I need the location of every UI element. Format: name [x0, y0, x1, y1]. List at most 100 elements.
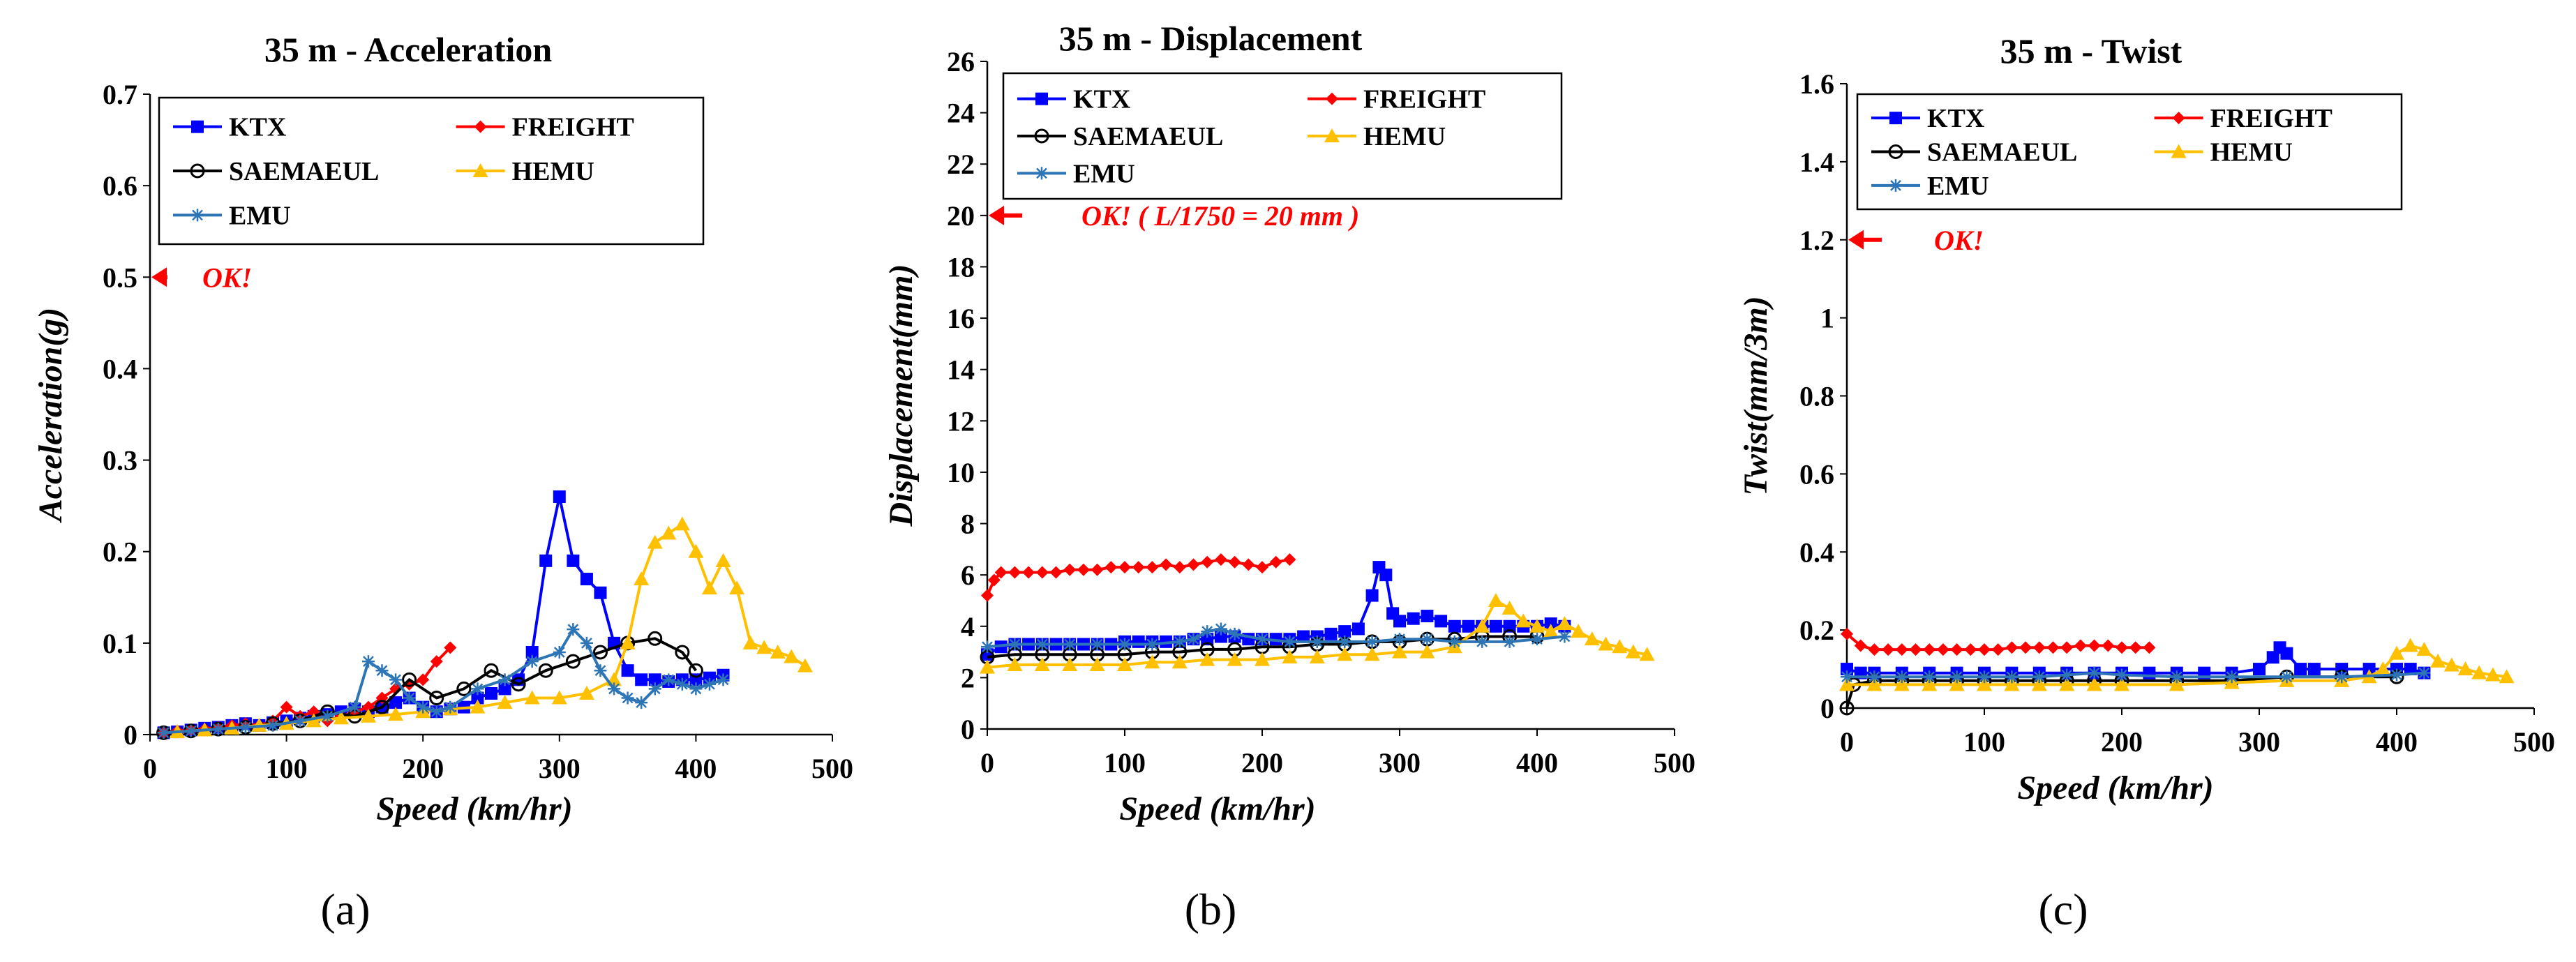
- y-tick-label: 0.6: [1799, 458, 1834, 490]
- x-tick-label: 200: [1241, 747, 1283, 779]
- data-point: [484, 663, 499, 678]
- data-point: [1435, 615, 1448, 628]
- legend-label: HEMU: [512, 157, 594, 186]
- data-point: [211, 723, 225, 736]
- x-tick-label: 100: [266, 753, 308, 784]
- limit-arrow: [1848, 230, 1882, 250]
- data-point: [1310, 635, 1324, 648]
- data-point: [1558, 630, 1571, 643]
- legend: KTX FREIGHT SAEMAEUL HEMU EMU: [158, 96, 705, 246]
- series-hemu: [1839, 638, 2515, 691]
- x-tick-label: 500: [2513, 726, 2555, 758]
- data-point: [471, 682, 484, 696]
- data-point: [567, 623, 580, 636]
- data-point: [987, 573, 1001, 587]
- data-point: [1008, 638, 1021, 651]
- data-point: [1117, 656, 1132, 671]
- limit-label: OK! ( L/1750 = 20 mm ): [1081, 200, 1359, 232]
- data-point: [1503, 619, 1516, 633]
- y-tick-label: 0.1: [103, 628, 137, 659]
- chart-title: 35 m - Twist: [2000, 31, 2182, 70]
- data-point: [348, 700, 361, 714]
- data-point: [635, 696, 648, 709]
- data-point: [2059, 677, 2075, 691]
- data-point: [2060, 668, 2074, 682]
- data-point: [1841, 670, 1853, 684]
- data-point: [2046, 641, 2060, 654]
- data-point: [1868, 643, 1881, 656]
- data-point: [471, 691, 484, 705]
- data-point: [430, 655, 443, 668]
- limit-label: OK!: [1934, 225, 1984, 256]
- x-tick-label: 400: [1516, 747, 1558, 779]
- data-point: [294, 714, 307, 728]
- data-point: [1035, 638, 1049, 651]
- x-tick-label: 100: [1963, 726, 2005, 758]
- data-point: [1309, 649, 1325, 663]
- x-axis-label: Speed (km/hr): [2017, 769, 2213, 806]
- legend-item-emu: EMU: [1871, 172, 1989, 201]
- y-tick-label: 1.4: [1799, 146, 1834, 178]
- data-point: [1063, 638, 1077, 651]
- data-point: [1841, 663, 1853, 676]
- data-point: [1214, 630, 1227, 643]
- x-tick-label: 0: [143, 753, 157, 784]
- data-point: [525, 655, 539, 668]
- data-point: [688, 663, 703, 678]
- data-point: [1338, 635, 1351, 648]
- data-point: [580, 636, 593, 649]
- data-point: [2416, 642, 2432, 656]
- data-point: [1854, 639, 1867, 652]
- data-point: [1991, 643, 2005, 656]
- data-point: [2129, 641, 2142, 654]
- data-point: [2471, 665, 2487, 679]
- data-point: [2253, 663, 2266, 676]
- data-point: [688, 543, 704, 558]
- series-freight: [1841, 627, 2156, 656]
- legend-label: KTX: [1927, 104, 1984, 133]
- data-point: [594, 664, 607, 677]
- legend-label: FREIGHT: [2210, 104, 2332, 133]
- legend-marker: [190, 163, 205, 179]
- data-point: [2005, 641, 2019, 654]
- legend-marker: [1034, 128, 1049, 144]
- legend-item-hemu: HEMU: [456, 157, 594, 186]
- legend-item-emu: EMU: [1017, 159, 1135, 188]
- data-point: [1922, 677, 1938, 691]
- data-point: [647, 631, 663, 646]
- legend-item-freight: FREIGHT: [1308, 85, 1485, 114]
- data-point: [1201, 555, 1214, 569]
- data-point: [1950, 643, 1963, 656]
- data-point: [1421, 610, 1434, 623]
- data-point: [729, 580, 745, 595]
- data-point: [770, 644, 786, 659]
- data-point: [2031, 677, 2047, 691]
- data-point: [1077, 563, 1090, 576]
- y-tick-label: 14: [947, 354, 975, 386]
- y-tick-label: 1.2: [1799, 225, 1834, 256]
- data-point: [511, 677, 526, 692]
- y-tick-label: 6: [961, 559, 975, 591]
- data-point: [2443, 657, 2459, 672]
- data-point: [553, 645, 566, 659]
- y-tick-label: 0.5: [103, 262, 137, 293]
- x-tick-label: 300: [539, 753, 581, 784]
- data-point: [1978, 670, 1991, 684]
- y-tick-label: 20: [947, 200, 975, 232]
- data-point: [2032, 641, 2046, 654]
- data-point: [994, 566, 1008, 579]
- data-point: [592, 645, 608, 660]
- data-point: [2499, 669, 2515, 684]
- data-point: [1008, 566, 1021, 579]
- data-point: [580, 573, 593, 586]
- x-tick-label: 400: [2376, 726, 2418, 758]
- data-point: [389, 673, 403, 686]
- data-point: [1950, 670, 1963, 684]
- data-point: [251, 717, 267, 732]
- data-point: [1063, 563, 1077, 576]
- data-point: [1351, 622, 1365, 636]
- data-point: [1228, 555, 1241, 569]
- legend-item-ktx: KTX: [1871, 104, 1984, 133]
- legend-marker: [1035, 167, 1048, 180]
- data-point: [1882, 643, 1895, 656]
